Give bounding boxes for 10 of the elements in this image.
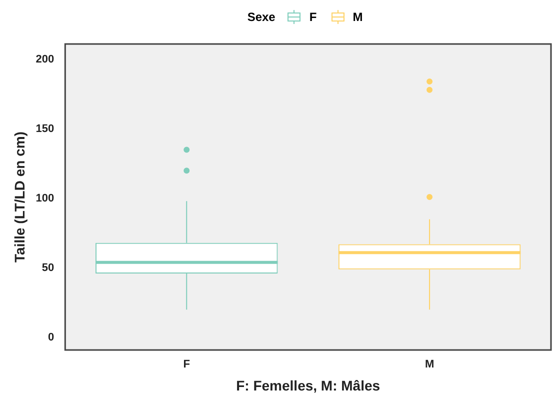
y-tick-label: 100 (36, 192, 54, 204)
legend-title: Sexe (247, 10, 276, 24)
y-tick-label: 0 (48, 332, 54, 344)
y-tick-label: 50 (42, 262, 54, 274)
legend-label: M (352, 10, 363, 24)
y-tick-label: 150 (36, 122, 54, 135)
y-axis-title: Taille (LT/LD en cm) (11, 132, 28, 262)
x-axis-title: F: Femelles, M: Mâles (236, 377, 380, 394)
y-tick-label: 200 (36, 53, 54, 66)
legend-label: F (309, 10, 317, 24)
